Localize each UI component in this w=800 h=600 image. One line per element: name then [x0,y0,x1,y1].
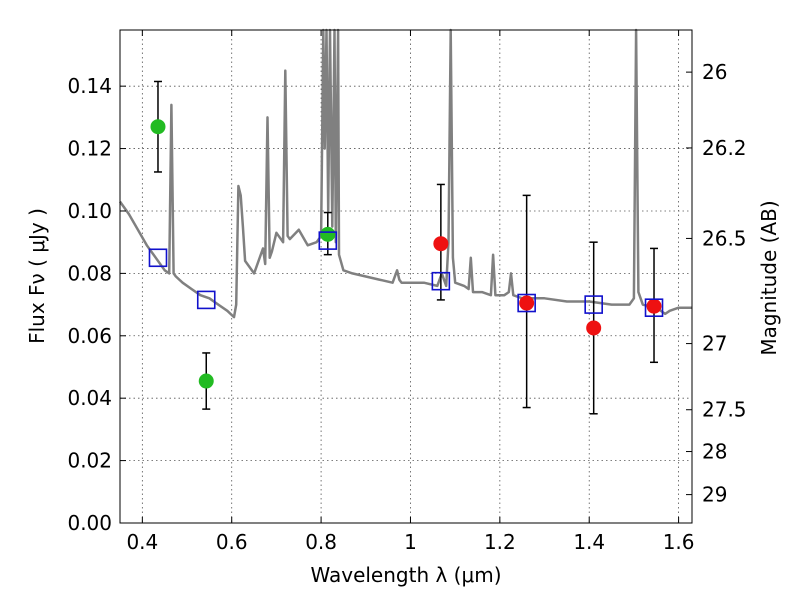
y-tick-label: 0.00 [67,511,112,535]
observed-red-point [586,320,602,336]
right-tick-label: 26.2 [702,136,747,160]
observed-red-point [646,298,662,314]
right-tick-label: 27.5 [702,398,747,422]
x-tick-label: 0.8 [305,530,337,554]
y-tick-label: 0.08 [67,261,112,285]
grid-lines [120,30,692,524]
x-tick-label: 0.6 [216,530,248,554]
y-tick-label: 0.14 [67,74,112,98]
x-tick-label: 1.4 [573,530,605,554]
right-tick-label: 26 [702,60,727,84]
model-photometry-point [196,290,216,310]
model-photometry-point [584,295,603,314]
x-tick-label: 1.2 [484,530,516,554]
y-tick-label: 0.06 [67,324,112,348]
right-tick-label: 29 [702,483,727,507]
x-tick-label: 0.4 [126,530,158,554]
y-tick-label: 0.04 [67,386,112,410]
observed-green-point [320,226,336,242]
right-tick-label: 27 [702,332,727,356]
observed-red-point [519,295,535,311]
data-markers [148,119,664,389]
model-photometry-point [318,231,338,250]
y-tick-label: 0.12 [67,137,112,161]
axis-ticks: 0.4 0.6 0.8 1 1.2 1.4 1.6 0.00 0.02 0.04 0.06 0.08 0… [67,30,747,554]
model-photometry-point [148,248,168,268]
y-axis-title: Flux Fν ( μJy ) [25,208,49,344]
x-tick-label: 1 [404,530,417,554]
model-photometry-point [644,298,664,318]
y-tick-label: 0.10 [67,199,112,223]
model-photometry-point [431,271,451,291]
right-tick-label: 26.5 [702,226,747,250]
plot-frame [119,29,693,524]
observed-green-point [150,119,166,135]
right-axis-title: Magnitude (AB) [757,200,781,355]
observed-green-point [198,373,214,389]
y-tick-label: 0.02 [67,449,112,473]
observed-red-point [433,236,449,252]
x-tick-label: 1.6 [663,530,695,554]
right-tick-label: 28 [702,440,727,464]
x-axis-title: Wavelength λ (μm) [310,563,501,587]
model-photometry-point [517,293,536,313]
